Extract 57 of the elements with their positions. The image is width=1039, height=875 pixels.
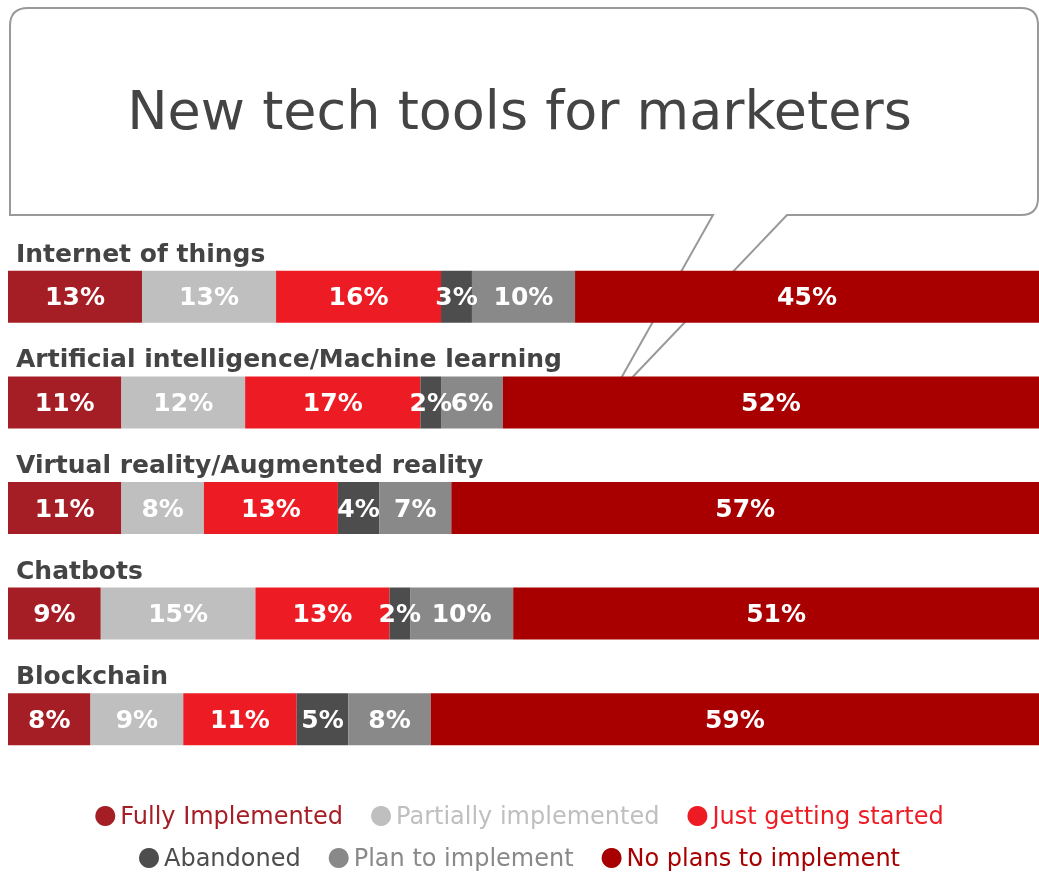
bar [100, 587, 256, 640]
data-label: 8% [141, 493, 184, 523]
data-label: 9% [115, 704, 159, 734]
y-tick-label: Internet of things [16, 238, 266, 268]
data-label: 16% [328, 282, 389, 312]
bar [513, 587, 1039, 640]
data-label: 51% [746, 599, 807, 629]
bar [430, 693, 1039, 746]
bar [379, 482, 452, 534]
data-label: 17% [302, 387, 363, 417]
legend-label: Plan to implement [353, 844, 574, 872]
data-label: 11% [34, 387, 95, 417]
data-label: 45% [777, 282, 837, 312]
data-label: 5% [301, 704, 344, 734]
data-label: 4% [337, 493, 380, 523]
data-label: 15% [148, 599, 209, 629]
bar [203, 482, 338, 534]
legend-label: Abandoned [163, 844, 301, 872]
bar [348, 693, 431, 746]
legend-label: Partially implemented [396, 802, 660, 830]
data-label: 52% [741, 387, 801, 417]
y-tick-label: Blockchain [16, 661, 169, 691]
data-label: 8% [28, 704, 71, 734]
data-label: 9% [33, 599, 76, 629]
y-tick-label: Chatbots [16, 555, 143, 585]
y-tick-label: Artificial intelligence/Machine learning [16, 344, 562, 374]
bar [8, 270, 143, 323]
y-tick-label: Virtual reality/Augmented reality [16, 450, 484, 479]
data-label: 12% [153, 387, 214, 417]
data-label: 10% [493, 282, 554, 312]
bar [575, 270, 1039, 323]
data-label: 8% [368, 704, 411, 734]
bar [90, 693, 184, 746]
bar [121, 482, 204, 534]
chart-title: New tech tools for marketers [127, 78, 912, 142]
data-label: 59% [704, 704, 765, 734]
bar [8, 587, 101, 640]
data-label: 11% [210, 704, 270, 734]
bar [142, 270, 277, 323]
bar [8, 376, 122, 429]
bar [502, 376, 1039, 429]
data-label: 13% [292, 599, 353, 629]
data-label: 6% [450, 387, 494, 417]
bar [183, 693, 297, 746]
legend-label: Just getting started [710, 802, 944, 830]
bar [121, 376, 246, 429]
data-label: 11% [34, 493, 95, 523]
data-label: 7% [394, 493, 437, 523]
legend-label: No plans to implement [626, 844, 901, 872]
bar [8, 482, 122, 534]
data-label: 13% [45, 282, 105, 312]
bar [451, 482, 1039, 534]
data-label: 10% [431, 599, 492, 629]
data-label: 13% [240, 493, 301, 523]
data-label: 13% [179, 282, 239, 312]
legend-label: Fully Implemented [120, 802, 344, 830]
data-label: 57% [715, 493, 776, 523]
